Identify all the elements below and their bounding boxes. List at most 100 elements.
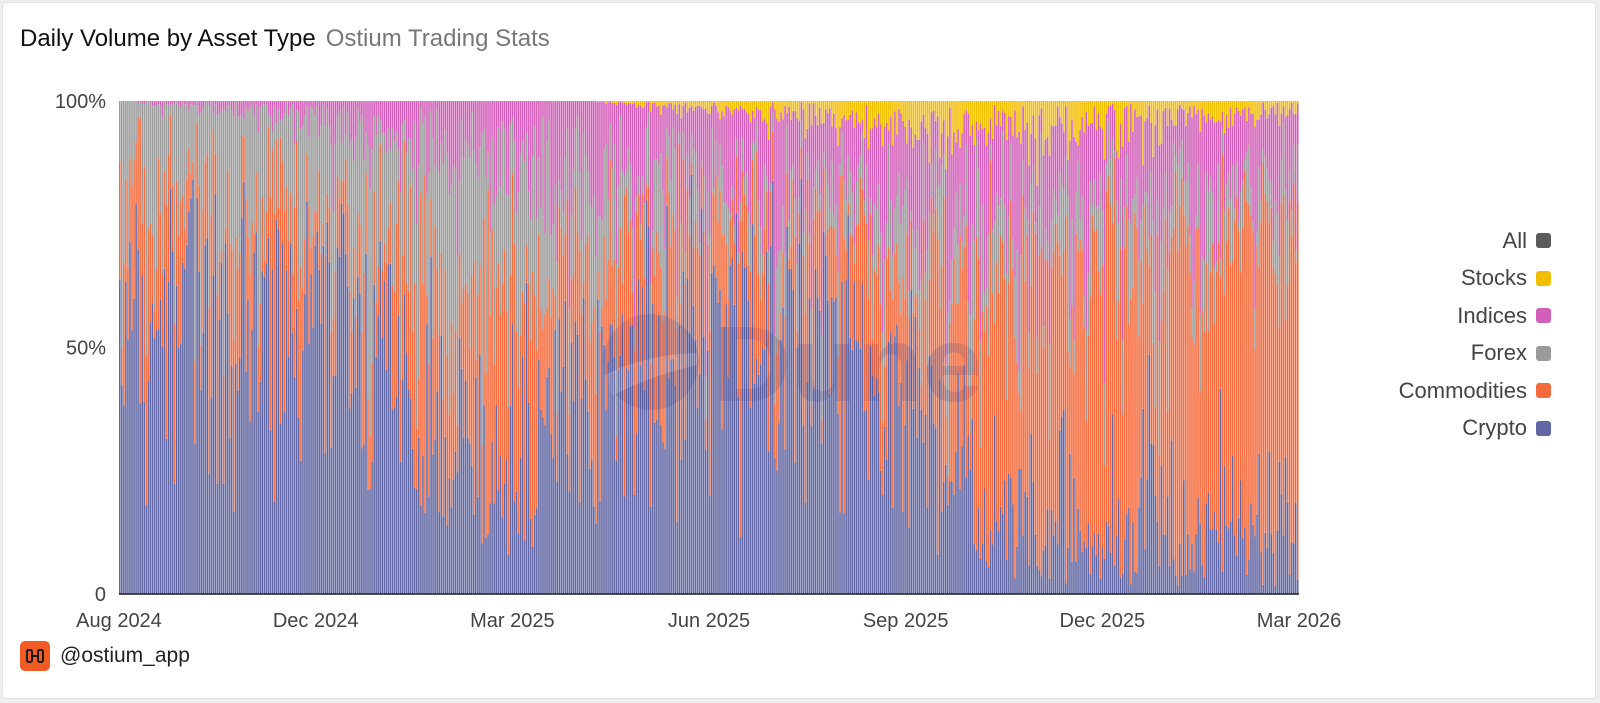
bar-segment-crypto [1107, 525, 1110, 594]
bar-segment-forex [326, 108, 329, 194]
bar-segment-stocks [1195, 101, 1197, 115]
legend-item-crypto[interactable]: Crypto [1462, 410, 1551, 448]
legend-swatch [1536, 233, 1551, 249]
legend-item-commodities[interactable]: Commodities [1399, 372, 1551, 410]
bar-segment-stocks [1105, 101, 1108, 114]
bar-segment-commodities [751, 160, 754, 225]
chart-subtitle[interactable]: Ostium Trading Stats [325, 25, 550, 52]
bar-segment-commodities [1028, 368, 1030, 566]
bar-segment-commodities [1203, 332, 1205, 578]
bar-segment-indices [676, 113, 679, 298]
bar-segment-stocks [1219, 101, 1222, 122]
bar-segment-forex [137, 103, 139, 119]
bar-segment-indices [584, 101, 587, 156]
bar-segment-stocks [920, 101, 923, 122]
bar-segment-crypto [698, 374, 701, 594]
bar-segment-indices [1026, 122, 1028, 218]
bar-segment-crypto [955, 452, 957, 594]
legend-label: Crypto [1462, 415, 1527, 441]
bar-segment-forex [428, 173, 430, 364]
bar-segment-commodities [664, 311, 666, 449]
bar-segment-indices [371, 101, 373, 149]
bar-segment-forex [1101, 210, 1104, 266]
bar-segment-commodities [804, 312, 807, 503]
bar-segment-crypto [949, 481, 951, 594]
bar-segment-crypto [593, 506, 595, 594]
bar-segment-indices [660, 114, 662, 154]
bar-segment-crypto [788, 269, 790, 594]
bar-segment-indices [1079, 129, 1081, 219]
bar-segment-commodities [1038, 255, 1041, 571]
bar-segment-forex [188, 110, 190, 149]
bar-segment-forex [564, 157, 567, 233]
bar-segment-forex [818, 194, 821, 210]
author-handle[interactable]: @ostium_app [60, 644, 190, 667]
bar-segment-stocks [696, 101, 699, 106]
bar-segment-indices [1075, 141, 1077, 192]
bar-segment-commodities [940, 264, 943, 512]
bar-segment-crypto [237, 390, 239, 594]
bar-segment-forex [257, 131, 259, 346]
x-tick-label: Dec 2024 [273, 610, 359, 632]
bar-segment-forex [721, 166, 723, 235]
bar-segment-forex [208, 106, 211, 308]
bar-segment-commodities [273, 213, 276, 502]
bar-segment-forex [489, 232, 491, 315]
legend-item-stocks[interactable]: Stocks [1461, 260, 1551, 298]
bar-segment-crypto [361, 448, 363, 594]
bar-segment-indices [1117, 158, 1120, 223]
bar-segment-indices [336, 101, 339, 115]
bar-segment-commodities [1201, 310, 1203, 565]
bar-segment-crypto [1119, 577, 1122, 594]
bar-segment-crypto [196, 198, 198, 595]
bar-segment-stocks [1034, 101, 1037, 139]
bar-segment-indices [475, 101, 477, 165]
bar-segment-crypto [713, 265, 715, 594]
bar-segment-stocks [820, 101, 823, 124]
bar-segment-forex [1296, 144, 1299, 203]
bar-segment-crypto [1004, 480, 1006, 594]
bar-segment-forex [631, 227, 634, 293]
bar-segment-commodities [344, 159, 347, 254]
bar-segment-indices [591, 101, 593, 208]
bar-segment-stocks [824, 101, 827, 110]
bar-segment-forex [914, 248, 917, 298]
bar-segment-crypto [1022, 535, 1024, 594]
bar-segment-commodities [967, 387, 969, 436]
bar-segment-crypto [1244, 527, 1246, 594]
bar-segment-crypto [186, 244, 188, 595]
bar-segment-crypto [161, 346, 164, 594]
bar-segment-indices [920, 121, 923, 281]
bar-segment-commodities [725, 244, 727, 305]
bar-segment-commodities [178, 234, 180, 348]
legend-item-indices[interactable]: Indices [1457, 297, 1551, 335]
bar-segment-stocks [1067, 101, 1069, 160]
bar-segment-crypto [1191, 543, 1193, 594]
bar-segment-indices [226, 101, 229, 106]
bar-segment-stocks [1107, 101, 1110, 107]
bar-segment-forex [200, 112, 202, 345]
bar-segment-crypto [407, 389, 410, 594]
legend-item-all[interactable]: All [1503, 222, 1551, 260]
bar-segment-forex [1079, 218, 1081, 240]
bar-segment-crypto [932, 423, 935, 594]
bar-segment-stocks [886, 101, 888, 123]
legend-item-forex[interactable]: Forex [1471, 335, 1551, 373]
bar-segment-stocks [1073, 101, 1075, 137]
bar-segment-crypto [1103, 559, 1106, 594]
bar-segment-commodities [175, 181, 178, 286]
bar-segment-commodities [169, 114, 172, 189]
bar-segment-indices [867, 149, 870, 241]
bar-segment-commodities [1237, 230, 1240, 518]
bar-segment-crypto [1054, 521, 1057, 594]
bar-segment-crypto [564, 300, 567, 594]
bar-segment-forex [824, 168, 827, 234]
bar-segment-crypto [1260, 552, 1262, 594]
bar-segment-commodities [1130, 299, 1132, 585]
bar-segment-forex [593, 195, 595, 307]
bar-segment-stocks [898, 101, 900, 109]
bar-segment-stocks [786, 101, 788, 114]
bar-segment-crypto [574, 321, 577, 594]
bar-segment-crypto [672, 358, 674, 594]
bar-segment-forex [314, 115, 316, 211]
